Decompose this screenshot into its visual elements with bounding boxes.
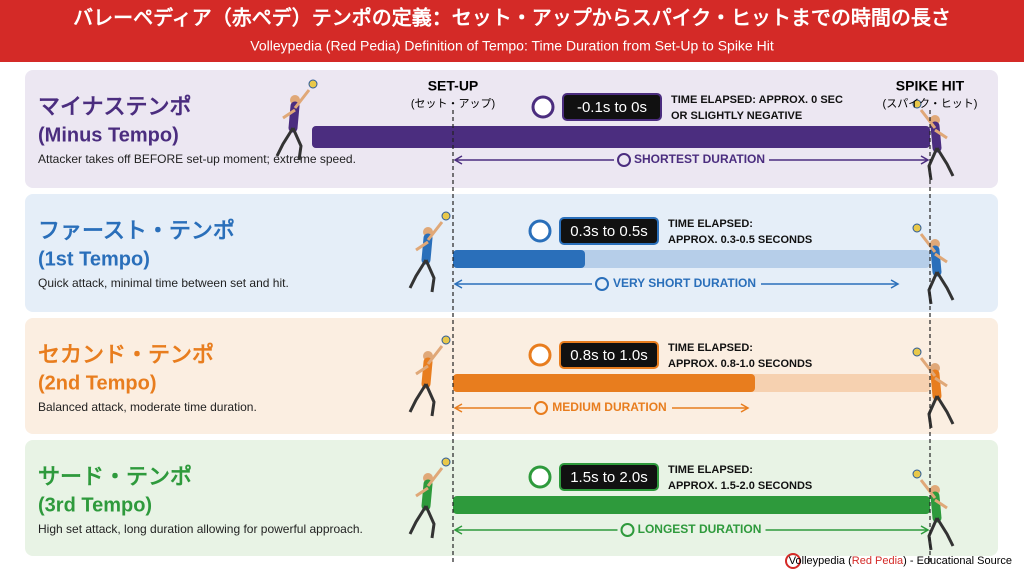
player-arm <box>415 345 444 376</box>
ball <box>912 223 922 233</box>
elapsed-text: TIME ELAPSED: <box>668 464 753 476</box>
footer-part: Red Pedia <box>852 555 904 567</box>
badge-text: 0.3s to 0.5s <box>570 223 648 240</box>
header-band <box>0 0 1024 62</box>
badge <box>562 93 662 121</box>
row-title-en: (3rd Tempo) <box>38 494 152 516</box>
duration-bg <box>592 275 761 293</box>
duration-icon <box>595 277 609 291</box>
player-arm <box>919 357 948 388</box>
player-legs <box>275 127 303 161</box>
badge <box>559 463 659 491</box>
row-title-en: (1st Tempo) <box>38 248 150 270</box>
arrow-head <box>453 403 750 413</box>
row-description: Attacker takes off BEFORE set-up moment;… <box>38 152 356 166</box>
subtitle: Volleypedia (Red Pedia) Definition of Te… <box>250 38 774 54</box>
player-legs <box>408 383 436 417</box>
duration-bg <box>617 521 766 539</box>
bar-fill <box>453 374 755 392</box>
badge-text: -0.1s to 0s <box>577 99 647 116</box>
ball <box>441 335 451 345</box>
ball <box>308 79 318 89</box>
row-description: Quick attack, minimal time between set a… <box>38 276 289 290</box>
player-arm <box>415 467 444 498</box>
badge <box>559 217 659 245</box>
player-legs <box>408 259 436 293</box>
row-title-jp: セカンド・テンポ <box>38 342 214 367</box>
elapsed-text: TIME ELAPSED: <box>668 218 753 230</box>
player-arm <box>919 479 948 510</box>
duration-label: SHORTEST DURATION <box>634 152 765 166</box>
row-title-en: (Minus Tempo) <box>38 124 179 146</box>
stopwatch <box>528 219 552 243</box>
row-title-jp: マイナステンポ <box>38 94 192 119</box>
stopwatch <box>528 465 552 489</box>
player-arm <box>415 221 444 252</box>
player-arm <box>919 233 948 264</box>
footer: Volleypedia (Red Pedia) - Educational So… <box>789 555 1012 567</box>
ball <box>912 347 922 357</box>
stopwatch <box>531 95 555 119</box>
arrow-head <box>453 525 930 535</box>
ball <box>441 211 451 221</box>
elapsed-text: TIME ELAPSED: <box>668 342 753 354</box>
elapsed-text: TIME ELAPSED: APPROX. 0 SEC <box>671 94 843 106</box>
ball <box>912 99 922 109</box>
player-arm <box>919 109 948 140</box>
bar-fill <box>453 250 585 268</box>
player-arm <box>282 89 311 120</box>
elapsed-text: OR SLIGHTLY NEGATIVE <box>671 110 802 122</box>
rows: マイナステンポ (Minus Tempo) Attacker takes off B… <box>25 70 998 556</box>
duration-icon <box>617 153 631 167</box>
arrow-head <box>453 155 930 165</box>
row-title-en: (2nd Tempo) <box>38 372 157 394</box>
setup-jp: (セット・アップ) <box>411 97 495 110</box>
ball <box>912 469 922 479</box>
duration-icon <box>534 401 548 415</box>
player-legs <box>408 505 436 539</box>
player-legs <box>927 395 955 429</box>
elapsed-text: APPROX. 0.3-0.5 SECONDS <box>668 234 812 246</box>
row-title-jp: ファースト・テンポ <box>38 218 235 243</box>
bar-fill <box>312 126 930 148</box>
arrow-head <box>453 279 900 289</box>
duration-bg <box>614 151 769 169</box>
row-title-jp: サード・テンポ <box>38 464 192 489</box>
footer-part: ) - Educational Source <box>903 555 1012 567</box>
elapsed-text: APPROX. 1.5-2.0 SECONDS <box>668 480 812 492</box>
badge-text: 1.5s to 2.0s <box>570 469 648 486</box>
duration-label: LONGEST DURATION <box>638 522 762 536</box>
elapsed-text: APPROX. 0.8-1.0 SECONDS <box>668 358 812 370</box>
row-description: High set attack, long duration allowing … <box>38 522 363 536</box>
badge <box>559 341 659 369</box>
duration-bg <box>531 399 672 417</box>
row-description: Balanced attack, moderate time duration. <box>38 400 257 414</box>
stopwatch <box>528 343 552 367</box>
setup-label: SET-UP <box>428 78 479 94</box>
footer-icon <box>785 553 801 569</box>
spike-jp: (スパイク・ヒット) <box>883 97 978 110</box>
bar-fill <box>453 496 930 514</box>
duration-label: VERY SHORT DURATION <box>613 276 756 290</box>
ball <box>441 457 451 467</box>
footer-part: Volleypedia ( <box>789 555 852 567</box>
duration-icon <box>620 523 635 537</box>
title: バレーペディア（赤ペデ）テンポの定義：セット・アップからスパイク・ヒットまでの時… <box>73 5 951 29</box>
spike-label: SPIKE HIT <box>896 78 965 94</box>
duration-label: MEDIUM DURATION <box>552 400 666 414</box>
badge-text: 0.8s to 1.0s <box>570 347 648 364</box>
